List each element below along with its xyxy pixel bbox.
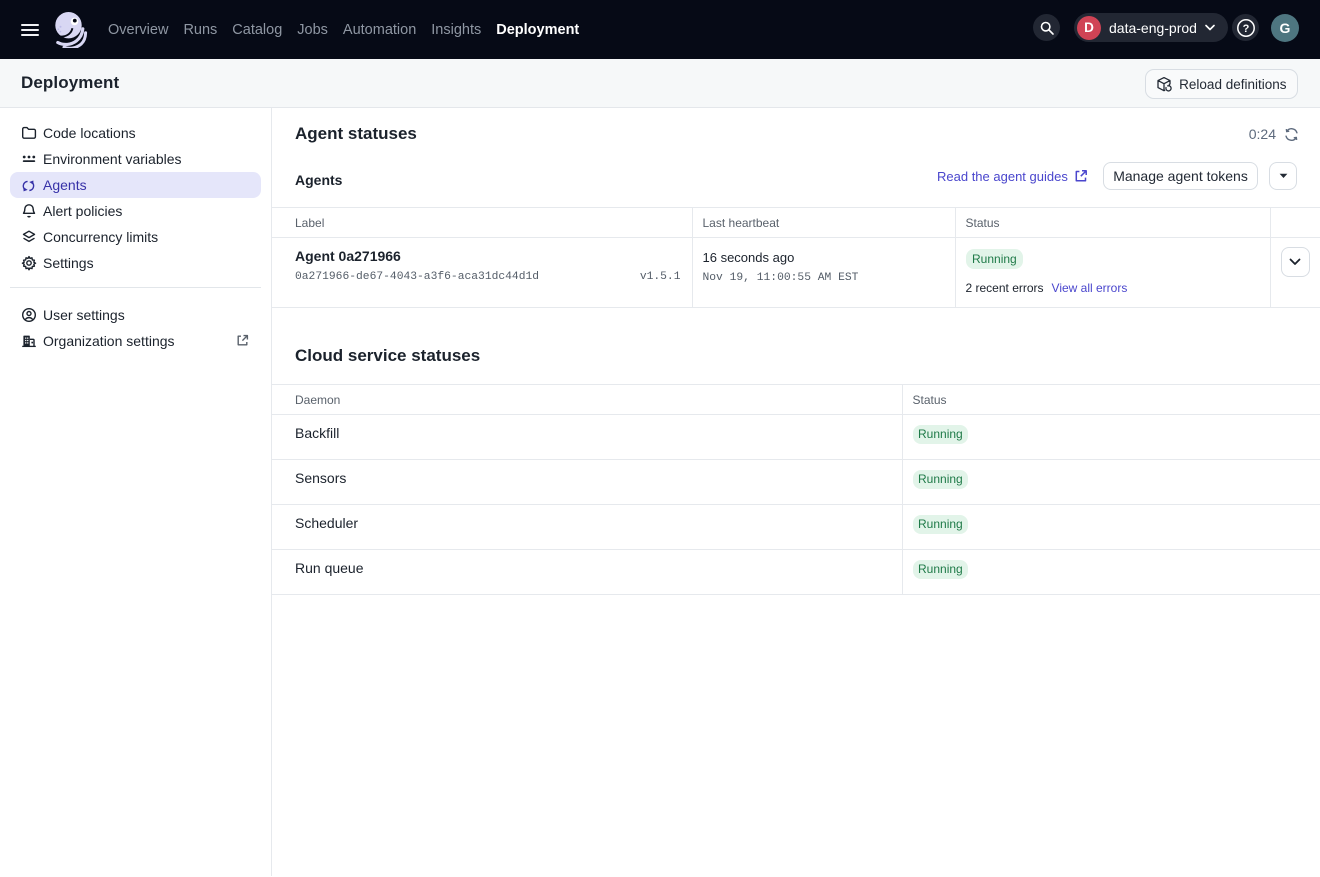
svg-text:?: ? [1242,23,1249,35]
